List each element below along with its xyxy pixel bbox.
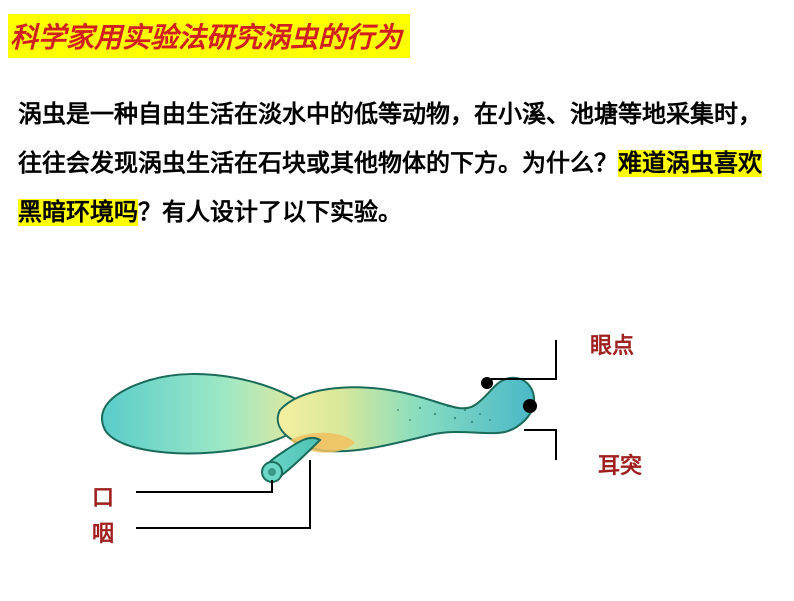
planarian-svg <box>0 310 794 596</box>
label-mouth: 口 <box>92 480 114 512</box>
body-paragraph: 涡虫是一种自由生活在淡水中的低等动物，在小溪、池塘等地采集时，往往会发现涡虫生活… <box>18 90 764 238</box>
worm-mouth-inner <box>268 468 276 476</box>
paragraph-part2: ？有人设计了以下实验。 <box>138 199 402 226</box>
slide-title: 科学家用实验法研究涡虫的行为 <box>10 22 402 53</box>
label-eyespot: 眼点 <box>590 328 634 360</box>
leader-auricle <box>524 430 556 460</box>
leader-mouth <box>136 480 272 492</box>
label-pharynx: 咽 <box>92 516 114 548</box>
label-auricle: 耳突 <box>598 448 642 480</box>
leader-eyespot <box>491 340 556 379</box>
worm-eyespot-side <box>523 399 537 413</box>
worm-tail <box>102 374 306 453</box>
slide-title-bar: 科学家用实验法研究涡虫的行为 <box>8 14 410 58</box>
planarian-diagram: 眼点 耳突 口 咽 <box>0 310 794 596</box>
